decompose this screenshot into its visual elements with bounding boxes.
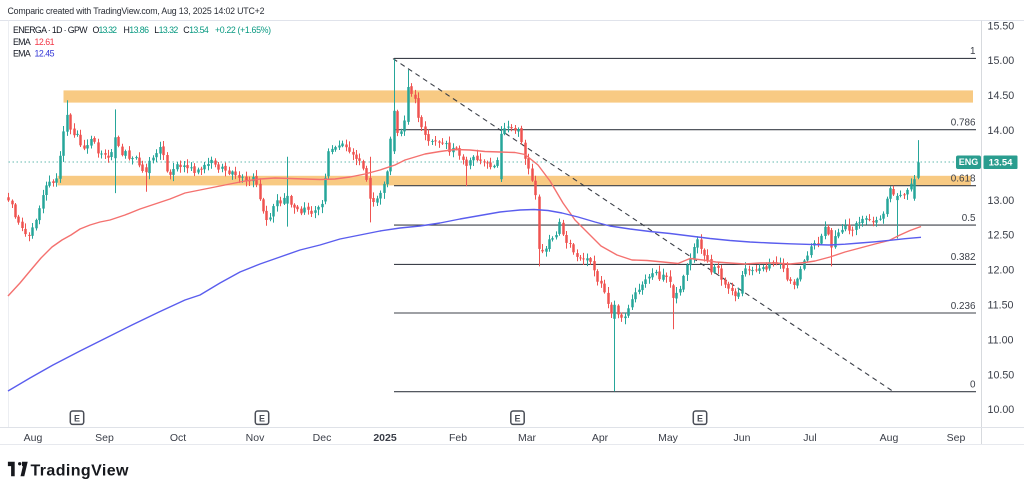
svg-text:14.00: 14.00 bbox=[988, 125, 1015, 137]
svg-text:11.00: 11.00 bbox=[988, 334, 1014, 346]
svg-text:0.382: 0.382 bbox=[951, 252, 976, 263]
svg-text:H13.86: H13.86 bbox=[124, 25, 150, 35]
svg-text:0.786: 0.786 bbox=[951, 118, 976, 129]
svg-text:Jul: Jul bbox=[803, 432, 816, 444]
svg-text:12.45: 12.45 bbox=[35, 49, 55, 59]
svg-text:Feb: Feb bbox=[449, 432, 467, 444]
svg-text:EMA: EMA bbox=[13, 49, 31, 59]
svg-text:ENERGA · 1D · GPW: ENERGA · 1D · GPW bbox=[13, 25, 88, 35]
svg-text:Sep: Sep bbox=[947, 432, 966, 444]
svg-text:Apr: Apr bbox=[592, 432, 609, 444]
svg-text:11.50: 11.50 bbox=[988, 300, 1014, 312]
svg-text:EMA: EMA bbox=[13, 37, 31, 47]
svg-text:+0.22 (+1.65%): +0.22 (+1.65%) bbox=[215, 25, 271, 35]
svg-text:0.5: 0.5 bbox=[962, 213, 976, 224]
svg-text:E: E bbox=[514, 414, 520, 424]
svg-text:Dec: Dec bbox=[313, 432, 332, 444]
svg-text:10.50: 10.50 bbox=[988, 369, 1015, 381]
svg-text:ENG: ENG bbox=[959, 157, 979, 167]
svg-text:Sep: Sep bbox=[95, 432, 114, 444]
svg-text:O13.32: O13.32 bbox=[93, 25, 118, 35]
svg-text:Nov: Nov bbox=[246, 432, 265, 444]
svg-text:14.50: 14.50 bbox=[988, 90, 1015, 102]
svg-text:Aug: Aug bbox=[880, 432, 899, 444]
svg-text:C13.54: C13.54 bbox=[183, 25, 209, 35]
svg-text:L13.32: L13.32 bbox=[154, 25, 178, 35]
svg-text:2025: 2025 bbox=[373, 432, 397, 444]
svg-text:15.50: 15.50 bbox=[988, 20, 1015, 32]
svg-text:1: 1 bbox=[970, 46, 976, 57]
svg-text:Aug: Aug bbox=[24, 432, 43, 444]
svg-text:Comparic created with TradingV: Comparic created with TradingView.com, A… bbox=[8, 6, 265, 16]
svg-text:Jun: Jun bbox=[734, 432, 751, 444]
svg-text:10.00: 10.00 bbox=[988, 404, 1015, 416]
svg-text:12.61: 12.61 bbox=[35, 37, 55, 47]
svg-text:12.00: 12.00 bbox=[988, 265, 1015, 277]
svg-text:Oct: Oct bbox=[170, 432, 186, 444]
svg-text:12.50: 12.50 bbox=[988, 230, 1015, 242]
svg-text:TradingView: TradingView bbox=[31, 463, 130, 480]
svg-text:15.00: 15.00 bbox=[988, 55, 1015, 67]
svg-text:E: E bbox=[697, 414, 703, 424]
svg-text:13.00: 13.00 bbox=[988, 195, 1015, 207]
svg-text:13.54: 13.54 bbox=[989, 157, 1013, 168]
svg-text:E: E bbox=[74, 414, 80, 424]
svg-text:E: E bbox=[259, 414, 265, 424]
svg-text:May: May bbox=[658, 432, 679, 444]
svg-text:Mar: Mar bbox=[518, 432, 537, 444]
svg-text:0.236: 0.236 bbox=[951, 301, 976, 312]
svg-text:0.618: 0.618 bbox=[951, 174, 976, 185]
svg-text:0: 0 bbox=[970, 380, 976, 391]
